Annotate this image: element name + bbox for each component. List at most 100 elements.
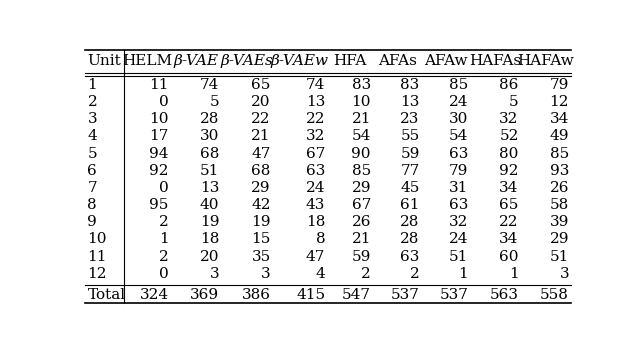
Text: 51: 51 (550, 249, 569, 264)
Text: 34: 34 (550, 112, 569, 126)
Text: 6: 6 (88, 164, 97, 178)
Text: Total: Total (88, 288, 125, 302)
Text: β-VAEs: β-VAEs (221, 54, 273, 68)
Text: 0: 0 (159, 181, 169, 195)
Text: 90: 90 (351, 146, 371, 161)
Text: 77: 77 (401, 164, 420, 178)
Text: 80: 80 (499, 146, 518, 161)
Text: HFA: HFA (333, 54, 367, 68)
Text: 415: 415 (296, 288, 325, 302)
Text: 369: 369 (190, 288, 220, 302)
Text: 35: 35 (252, 249, 271, 264)
Text: 537: 537 (440, 288, 468, 302)
Text: HELM: HELM (122, 54, 172, 68)
Text: 324: 324 (140, 288, 169, 302)
Text: β-VAE: β-VAE (173, 54, 218, 68)
Text: 22: 22 (306, 112, 325, 126)
Text: 386: 386 (242, 288, 271, 302)
Text: 49: 49 (550, 129, 569, 143)
Text: 8: 8 (316, 232, 325, 246)
Text: 60: 60 (499, 249, 518, 264)
Text: HAFAw: HAFAw (518, 54, 574, 68)
Text: 52: 52 (499, 129, 518, 143)
Text: 9: 9 (88, 215, 97, 229)
Text: 29: 29 (550, 232, 569, 246)
Text: 61: 61 (400, 198, 420, 212)
Text: 3: 3 (261, 267, 271, 281)
Text: 1: 1 (88, 78, 97, 92)
Text: 13: 13 (400, 95, 420, 109)
Text: 22: 22 (499, 215, 518, 229)
Text: HAFAs: HAFAs (469, 54, 522, 68)
Text: 2: 2 (159, 249, 169, 264)
Text: 63: 63 (449, 146, 468, 161)
Text: 23: 23 (400, 112, 420, 126)
Text: 2: 2 (159, 215, 169, 229)
Text: 40: 40 (200, 198, 220, 212)
Text: 29: 29 (351, 181, 371, 195)
Text: 12: 12 (550, 95, 569, 109)
Text: 5: 5 (509, 95, 518, 109)
Text: 31: 31 (449, 181, 468, 195)
Text: 21: 21 (252, 129, 271, 143)
Text: β-VAEw: β-VAEw (271, 54, 329, 68)
Text: 74: 74 (306, 78, 325, 92)
Text: 20: 20 (200, 249, 220, 264)
Text: 59: 59 (400, 146, 420, 161)
Text: 11: 11 (88, 249, 107, 264)
Text: 30: 30 (449, 112, 468, 126)
Text: 74: 74 (200, 78, 220, 92)
Text: 19: 19 (200, 215, 220, 229)
Text: 34: 34 (499, 181, 518, 195)
Text: 18: 18 (200, 232, 220, 246)
Text: 11: 11 (149, 78, 169, 92)
Text: 55: 55 (401, 129, 420, 143)
Text: 17: 17 (150, 129, 169, 143)
Text: AFAs: AFAs (378, 54, 417, 68)
Text: 32: 32 (306, 129, 325, 143)
Text: 547: 547 (342, 288, 371, 302)
Text: 5: 5 (210, 95, 220, 109)
Text: Unit: Unit (88, 54, 121, 68)
Text: 2: 2 (361, 267, 371, 281)
Text: 51: 51 (200, 164, 220, 178)
Text: 21: 21 (351, 232, 371, 246)
Text: 86: 86 (499, 78, 518, 92)
Text: 4: 4 (316, 267, 325, 281)
Text: 0: 0 (159, 95, 169, 109)
Text: 13: 13 (306, 95, 325, 109)
Text: 85: 85 (352, 164, 371, 178)
Text: 3: 3 (559, 267, 569, 281)
Text: 4: 4 (88, 129, 97, 143)
Text: 28: 28 (400, 232, 420, 246)
Text: 85: 85 (449, 78, 468, 92)
Text: 92: 92 (149, 164, 169, 178)
Text: 83: 83 (352, 78, 371, 92)
Text: 13: 13 (200, 181, 220, 195)
Text: 47: 47 (252, 146, 271, 161)
Text: 26: 26 (351, 215, 371, 229)
Text: 79: 79 (449, 164, 468, 178)
Text: 94: 94 (149, 146, 169, 161)
Text: 30: 30 (200, 129, 220, 143)
Text: 563: 563 (490, 288, 518, 302)
Text: 79: 79 (550, 78, 569, 92)
Text: 42: 42 (252, 198, 271, 212)
Text: 68: 68 (200, 146, 220, 161)
Text: 32: 32 (499, 112, 518, 126)
Text: 21: 21 (351, 112, 371, 126)
Text: 95: 95 (150, 198, 169, 212)
Text: 558: 558 (540, 288, 569, 302)
Text: 28: 28 (200, 112, 220, 126)
Text: 7: 7 (88, 181, 97, 195)
Text: 20: 20 (252, 95, 271, 109)
Text: 32: 32 (449, 215, 468, 229)
Text: 19: 19 (252, 215, 271, 229)
Text: 22: 22 (252, 112, 271, 126)
Text: 537: 537 (391, 288, 420, 302)
Text: 43: 43 (306, 198, 325, 212)
Text: 51: 51 (449, 249, 468, 264)
Text: 8: 8 (88, 198, 97, 212)
Text: 92: 92 (499, 164, 518, 178)
Text: 5: 5 (88, 146, 97, 161)
